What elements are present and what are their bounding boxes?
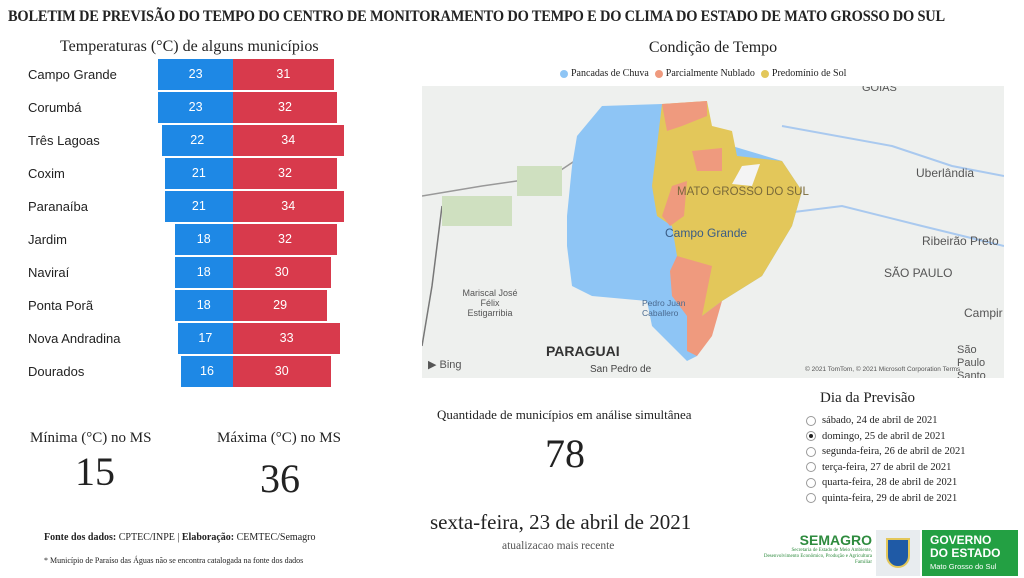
map-label-sao-paulo: SÃO PAULO — [884, 266, 953, 280]
city-name: Paranaíba — [28, 199, 88, 214]
legend-cloudy: Parcialmente Nublado — [665, 68, 755, 79]
forecast-option-label: quarta-feira, 28 de abril de 2021 — [822, 477, 958, 488]
map-label-goias: GOIÁS — [862, 86, 897, 94]
forecast-option[interactable]: domingo, 25 de abril de 2021 — [806, 431, 946, 442]
map-label-mariscal: Mariscal José Félix Estigarribia — [462, 288, 518, 318]
min-value: 15 — [75, 449, 115, 494]
temperature-row: Dourados 16 30 — [0, 356, 360, 387]
temperature-row: Paranaíba 21 34 — [0, 191, 360, 222]
city-name: Jardim — [28, 232, 68, 247]
temperatures-title: Temperaturas (°C) de alguns municípios — [60, 38, 319, 55]
temperature-row: Três Lagoas 22 34 — [0, 125, 360, 156]
forecast-option-label: sábado, 24 de abril de 2021 — [822, 415, 938, 426]
condition-title: Condição de Tempo — [648, 39, 778, 56]
semagro-logo: SEMAGRO Secretaria de Estado de Meio Amb… — [763, 532, 872, 565]
count-value: 78 — [545, 431, 585, 476]
page-title: BOLETIM DE PREVISÃO DO TEMPO DO CENTRO D… — [8, 8, 945, 25]
max-bar[interactable]: 34 — [233, 125, 344, 156]
legend-sun: Predomínio de Sol — [771, 68, 847, 79]
min-bar[interactable]: 22 — [161, 125, 233, 156]
temperature-row: Jardim 18 32 — [0, 224, 360, 255]
temperature-row: Coxim 21 32 — [0, 158, 360, 189]
forecast-option-label: quinta-feira, 29 de abril de 2021 — [822, 492, 958, 504]
temperature-row: Naviraí 18 30 — [0, 257, 360, 288]
max-bar[interactable]: 29 — [233, 290, 328, 321]
temperature-row: Campo Grande 23 31 — [0, 59, 360, 90]
map-shapes — [422, 101, 1004, 361]
min-bar[interactable]: 18 — [174, 224, 233, 255]
map-label-ribeirao: Ribeirão Preto — [922, 234, 999, 248]
radio-button[interactable] — [806, 446, 816, 457]
max-bar[interactable]: 32 — [233, 92, 337, 123]
forecast-option[interactable]: quinta-feira, 29 de abril de 2021 — [806, 493, 957, 504]
legend-dot-sun — [760, 69, 769, 78]
temperature-row: Ponta Porã 18 29 — [0, 290, 360, 321]
governo-logo: GOVERNO DO ESTADO Mato Grosso do Sul — [922, 530, 1018, 576]
radio-button[interactable] — [806, 477, 816, 488]
forecast-option[interactable]: segunda-feira, 26 de abril de 2021 — [806, 446, 965, 457]
legend-rain: Pancadas de Chuva — [571, 68, 649, 79]
max-bar[interactable]: 32 — [233, 224, 337, 255]
state-coat-of-arms — [876, 530, 920, 576]
min-bar[interactable]: 16 — [181, 356, 233, 387]
forecast-option[interactable]: terça-feira, 27 de abril de 2021 — [806, 462, 951, 473]
max-bar[interactable]: 32 — [233, 158, 337, 189]
radio-button[interactable] — [806, 493, 816, 503]
max-bar[interactable]: 33 — [233, 323, 341, 354]
map-label-uberlandia: Uberlândia — [916, 166, 975, 180]
max-bar[interactable]: 30 — [233, 257, 331, 288]
radio-button[interactable] — [806, 462, 816, 472]
map-label-san-pedro: San Pedro de — [590, 364, 652, 375]
count-label: Quantidade de municípios em análise simu… — [437, 407, 692, 422]
city-name: Corumbá — [28, 100, 82, 115]
city-name: Naviraí — [28, 265, 70, 280]
forecast-option[interactable]: quarta-feira, 28 de abril de 2021 — [806, 477, 957, 488]
footnote: * Município de Paraíso das Águas não se … — [44, 556, 304, 565]
date-subtitle: atualizacao mais recente — [502, 540, 615, 552]
city-name: Nova Andradina — [28, 331, 121, 346]
min-bar[interactable]: 23 — [158, 59, 233, 90]
city-name: Dourados — [28, 364, 85, 379]
radio-button[interactable] — [806, 431, 816, 441]
max-bar[interactable]: 34 — [233, 191, 344, 222]
weather-map[interactable]: GOIÁS MATO GROSSO DO SUL Campo Grande Ub… — [422, 86, 1004, 378]
city-name: Campo Grande — [28, 67, 117, 82]
min-bar[interactable]: 23 — [158, 92, 233, 123]
min-label: Mínima (°C) no MS — [30, 430, 152, 446]
legend-dot-cloudy — [654, 69, 663, 78]
min-bar[interactable]: 21 — [164, 191, 233, 222]
map-label-paraguai: PARAGUAI — [546, 343, 620, 359]
map-label-campo-grande: Campo Grande — [665, 226, 748, 240]
radio-button[interactable] — [806, 415, 816, 426]
map-label-pedro-juan: Pedro Juan Caballero — [642, 298, 686, 318]
city-name: Coxim — [28, 166, 65, 181]
max-bar[interactable]: 31 — [233, 59, 334, 90]
max-value: 36 — [260, 456, 300, 501]
min-bar[interactable]: 21 — [164, 158, 233, 189]
temperature-row: Nova Andradina 17 33 — [0, 323, 360, 354]
max-bar[interactable]: 30 — [233, 356, 331, 387]
map-label-ms: MATO GROSSO DO SUL — [677, 186, 809, 198]
bing-logo: ▶ Bing — [428, 359, 462, 371]
min-bar[interactable]: 17 — [177, 323, 233, 354]
data-source: Fonte dos dados: CPTEC/INPE | Elaboração… — [44, 532, 316, 543]
map-label-campinas: Campir — [964, 306, 1003, 320]
legend-dot-rain — [560, 69, 568, 78]
min-bar[interactable]: 18 — [174, 290, 233, 321]
map-copyright[interactable]: © 2021 TomTom, © 2021 Microsoft Corporat… — [805, 366, 961, 373]
max-label: Máxima (°C) no MS — [217, 430, 341, 446]
forecast-option-label: terça-feira, 27 de abril de 2021 — [822, 461, 952, 473]
forecast-option-label: domingo, 25 de abril de 2021 — [822, 430, 946, 442]
temperature-row: Corumbá 23 32 — [0, 92, 360, 123]
forecast-title: Dia da Previsão — [820, 390, 915, 406]
map-legend: Pancadas de Chuva Parcialmente Nublado P… — [560, 68, 846, 79]
map-label-santos: São Paulo Santo — [957, 344, 986, 378]
current-date: sexta-feira, 23 de abril de 2021 — [430, 510, 692, 534]
forecast-option[interactable]: sábado, 24 de abril de 2021 — [806, 415, 937, 426]
forecast-option-label: segunda-feira, 26 de abril de 2021 — [822, 446, 966, 457]
min-bar[interactable]: 18 — [174, 257, 233, 288]
city-name: Ponta Porã — [28, 298, 94, 313]
city-name: Três Lagoas — [28, 133, 100, 148]
